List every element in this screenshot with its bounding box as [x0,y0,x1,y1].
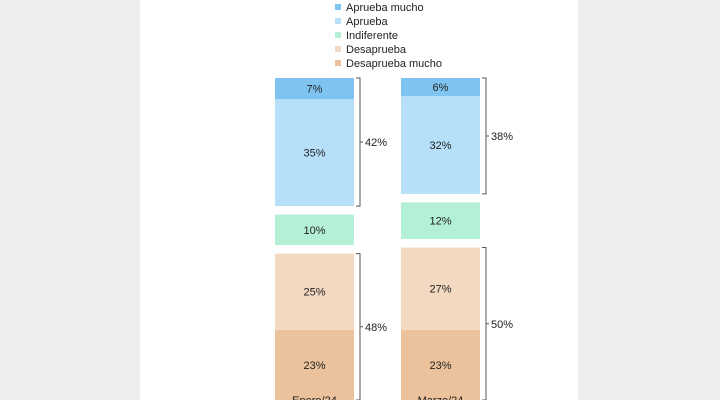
legend-label-indiferente: Indiferente [346,30,398,42]
value-label-enero-24-indiferente: 10% [303,225,325,237]
legend-swatch-aprueba-mucho [335,4,341,10]
value-label-marzo-24-desaprueba-mucho: 23% [429,360,451,372]
total-label-enero-24-approve: 42% [365,137,387,149]
value-label-enero-24-desaprueba: 25% [303,287,325,299]
total-label-enero-24-disapprove: 48% [365,322,387,334]
bar-marzo-24-aprueba [401,96,480,194]
bar-enero-24-desaprueba [275,253,354,330]
legend-swatch-desaprueba [335,46,341,52]
value-label-enero-24-aprueba-mucho: 7% [307,84,323,96]
value-label-enero-24-aprueba: 35% [303,148,325,160]
bracket-marzo-24-approve [482,77,489,195]
value-label-enero-24-desaprueba-mucho: 23% [303,360,325,372]
chart-panel: Aprueba mucho Aprueba Indiferente Desaprueb… [140,0,578,400]
total-label-marzo-24-disapprove: 50% [491,319,513,331]
legend-label-desaprueba-mucho: Desaprueba mucho [346,58,442,70]
legend-swatch-indiferente [335,32,341,38]
bar-marzo-24-indiferente [401,202,480,239]
tick-label-enero-24: Enero/24 [292,395,337,400]
legend-label-aprueba-mucho: Aprueba mucho [346,2,424,14]
bracket-marzo-24-disapprove [482,247,489,400]
bar-marzo-24-desaprueba-mucho [401,329,480,400]
tick-label-marzo-24: Marzo/24 [418,395,464,400]
bar-enero-24-indiferente [275,214,354,246]
bar-marzo-24-aprueba-mucho [401,78,480,97]
legend-swatch-aprueba [335,18,341,24]
value-label-marzo-24-desaprueba: 27% [429,284,451,296]
legend-swatch-desaprueba-mucho [335,60,341,66]
bracket-enero-24-approve [356,77,363,207]
bar-enero-24-aprueba [275,99,354,207]
value-label-marzo-24-indiferente: 12% [429,216,451,228]
bracket-enero-24-disapprove [356,253,363,400]
chart-svg: Aprueba mucho Aprueba Indiferente Desaprueb… [275,2,513,400]
legend-label-aprueba: Aprueba [346,16,388,28]
bar-enero-24-aprueba-mucho [275,78,354,100]
value-label-marzo-24-aprueba: 32% [429,140,451,152]
total-label-marzo-24-approve: 38% [491,131,513,143]
bar-marzo-24-desaprueba [401,247,480,330]
bar-enero-24-desaprueba-mucho [275,329,354,400]
legend-label-desaprueba: Desaprueba [346,44,407,56]
value-label-marzo-24-aprueba-mucho: 6% [433,82,449,94]
